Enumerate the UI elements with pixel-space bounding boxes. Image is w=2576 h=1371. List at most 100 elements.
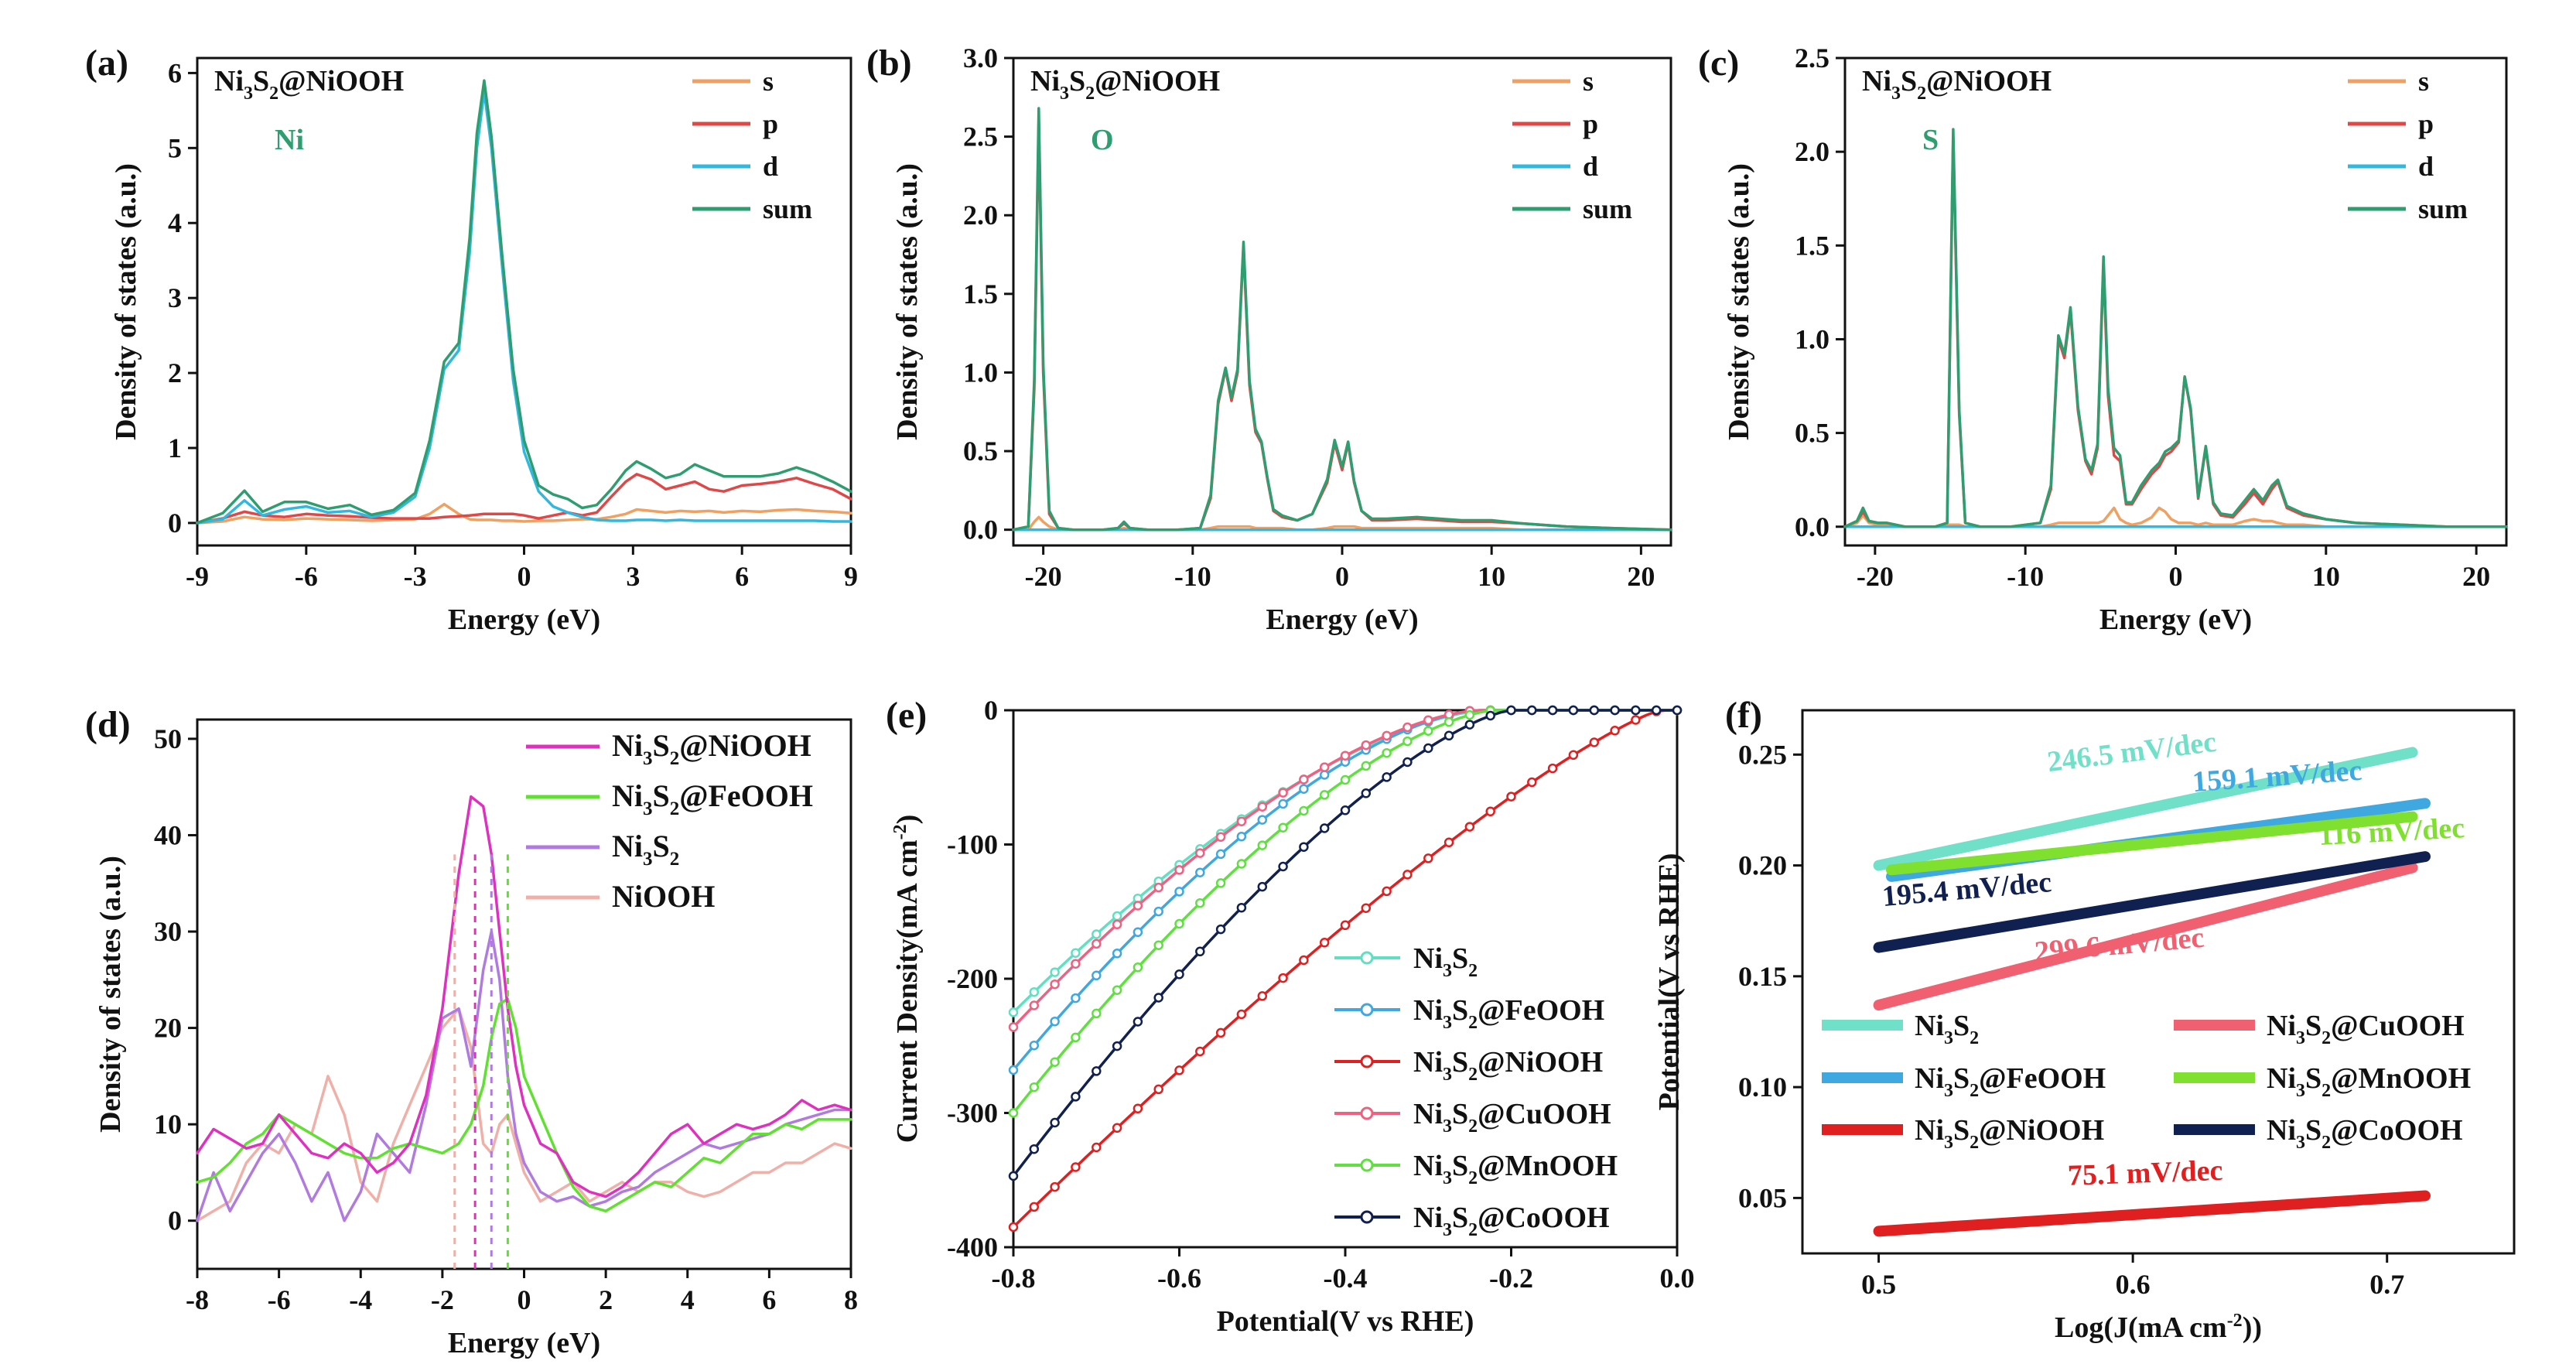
legend-label-ni3s2-mnooh: Ni3​S2​@MnOOH <box>1413 1150 1618 1188</box>
y-tick-label: 0.5 <box>1795 418 1830 449</box>
y-tick-label: 5 <box>168 132 182 163</box>
x-tick-label: -2 <box>431 1284 454 1315</box>
x-tick-label: 6 <box>735 561 749 592</box>
series-line-s <box>1843 506 2508 528</box>
data-point-ni3s2-cuooh <box>1402 722 1413 733</box>
data-point-ni3s2-niooh <box>1589 737 1600 747</box>
data-point-ni3s2-feooh <box>1278 798 1288 809</box>
legend-label-ni3s2-feooh: Ni3​S2​@FeOOH <box>1915 1062 2106 1101</box>
x-axis-label: Energy (eV) <box>448 603 600 636</box>
data-point-ni3s2-niooh <box>1050 1181 1060 1192</box>
legend-label-ni3s2-feooh: Ni3​S2​@FeOOH <box>1413 994 1604 1033</box>
x-axis-label: Energy (eV) <box>448 1327 600 1359</box>
x-tick-label: -0.6 <box>1157 1263 1201 1294</box>
data-point-ni3s2-niooh <box>1527 777 1537 788</box>
data-point-ni3s2-niooh <box>1610 726 1620 736</box>
y-tick-label: 0.05 <box>1738 1182 1787 1213</box>
x-tick-label: 3 <box>626 561 640 592</box>
legend-label-sum: sum <box>763 193 812 224</box>
data-point-ni3s2-coooh <box>1547 705 1558 716</box>
plot-frame-2 <box>1843 56 2508 547</box>
data-point-ni3s2-niooh <box>1485 806 1495 817</box>
x-tick-label: -8 <box>186 1284 209 1315</box>
data-point-ni3s2-mnooh <box>1340 774 1351 785</box>
data-point-ni3s2-feooh <box>1319 770 1330 780</box>
fit-line-ni3s2 <box>1873 747 2418 871</box>
data-point-ni3s2 <box>1008 1007 1019 1017</box>
data-point-ni3s2-niooh <box>1319 938 1330 948</box>
data-point-ni3s2-mnooh <box>1133 962 1143 973</box>
data-point-ni3s2-feooh <box>1153 906 1163 917</box>
series-line-sum <box>196 79 852 525</box>
y-tick-label: 4 <box>168 207 182 238</box>
data-point-ni3s2-coooh <box>1651 705 1662 716</box>
series-line-p <box>1843 135 2508 528</box>
legend-label-ni3s2: Ni3​S2​ <box>612 829 679 870</box>
legend-marker-ni3s2 <box>1360 951 1374 965</box>
panel-title: Ni3​S2​@NiOOH <box>1030 65 1220 104</box>
data-point-ni3s2-coooh <box>1361 788 1372 798</box>
legend-marker-ni3s2-cuooh <box>1360 1106 1374 1120</box>
panel-label: (a) <box>85 43 128 84</box>
y-tick-label: 0.25 <box>1738 739 1787 770</box>
panel-label: (c) <box>1698 43 1739 84</box>
x-tick-label: 0.6 <box>2116 1269 2151 1300</box>
data-point-ni3s2-niooh <box>1029 1202 1040 1212</box>
y-tick-label: 2.5 <box>963 121 998 152</box>
data-point-ni3s2-mnooh <box>1195 897 1205 908</box>
data-point-ni3s2-cuooh <box>1361 740 1372 750</box>
x-tick-label: -6 <box>268 1284 291 1315</box>
x-tick-label: -3 <box>404 561 427 592</box>
data-point-ni3s2-coooh <box>1485 710 1495 721</box>
y-tick-label: 3 <box>168 282 182 313</box>
x-tick-label: -0.2 <box>1489 1263 1533 1294</box>
x-tick-label: 0.0 <box>1660 1263 1695 1294</box>
data-point-ni3s2-coooh <box>1174 969 1184 980</box>
legend-label-ni3s2-feooh: Ni3​S2​@FeOOH <box>612 778 813 819</box>
data-point-ni3s2-cuooh <box>1092 939 1102 949</box>
data-point-ni3s2-cuooh <box>1382 730 1392 741</box>
element-label: O <box>1091 124 1114 156</box>
data-point-ni3s2-niooh <box>1133 1103 1143 1114</box>
data-point-ni3s2-mnooh <box>1174 918 1184 929</box>
x-tick-label: 0 <box>518 561 531 592</box>
data-point-ni3s2-coooh <box>1236 902 1247 913</box>
x-tick-label: 8 <box>844 1284 858 1315</box>
y-tick-label: 2 <box>168 357 182 388</box>
data-point-ni3s2-coooh <box>1299 842 1309 852</box>
legend-label-niooh: NiOOH <box>612 879 715 914</box>
data-point-ni3s2-niooh <box>1112 1123 1122 1133</box>
data-point-ni3s2-niooh <box>1423 853 1433 863</box>
data-point-ni3s2-cuooh <box>1299 774 1309 785</box>
data-point-ni3s2-feooh <box>1008 1065 1019 1075</box>
data-point-ni3s2-coooh <box>1008 1171 1019 1181</box>
y-tick-label: 1.0 <box>1795 323 1830 354</box>
data-point-ni3s2-mnooh <box>1464 709 1475 720</box>
legend-label-ni3s2-cuooh: Ni3​S2​@CuOOH <box>1413 1098 1611 1137</box>
data-point-ni3s2-feooh <box>1236 831 1247 842</box>
data-point-ni3s2-cuooh <box>1174 865 1184 875</box>
data-point-ni3s2-coooh <box>1071 1092 1081 1102</box>
y-tick-label: 2.0 <box>963 200 998 231</box>
series-line-p <box>1012 119 1672 532</box>
legend-marker-ni3s2-niooh <box>1360 1055 1374 1068</box>
data-point-ni3s2-cuooh <box>1029 1000 1040 1010</box>
legend-label-ni3s2-niooh: Ni3​S2​@NiOOH <box>612 728 811 769</box>
data-point-ni3s2-coooh <box>1092 1066 1102 1076</box>
data-point-ni3s2-cuooh <box>1319 762 1330 772</box>
data-point-ni3s2-coooh <box>1133 1017 1143 1027</box>
series-line-niooh <box>196 1007 852 1222</box>
y-tick-label: 0 <box>984 695 998 726</box>
data-point-ni3s2-coooh <box>1340 805 1351 815</box>
legend-label-s: s <box>2418 66 2429 97</box>
y-tick-label: -100 <box>947 829 998 860</box>
data-point-ni3s2-coooh <box>1402 757 1413 768</box>
series-line-sum <box>1012 107 1672 532</box>
data-point-ni3s2-feooh <box>1215 849 1226 860</box>
data-point-ni3s2-coooh <box>1672 705 1683 716</box>
data-point-ni3s2-cuooh <box>1133 901 1143 911</box>
data-point-ni3s2-niooh <box>1278 973 1288 983</box>
x-tick-label: -10 <box>2007 561 2044 592</box>
x-tick-label: 10 <box>2312 561 2340 592</box>
y-tick-label: 1.5 <box>1795 230 1830 261</box>
